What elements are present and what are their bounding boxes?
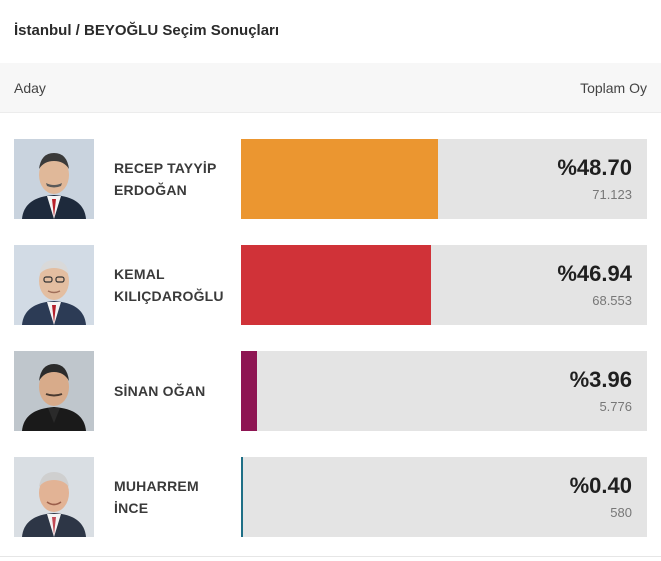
bottom-divider xyxy=(0,556,661,557)
vote-percent: %0.40 xyxy=(569,473,632,498)
vote-percent: %3.96 xyxy=(569,367,632,392)
candidate-name-line1: MUHARREM xyxy=(114,478,199,494)
candidate-avatar xyxy=(14,457,94,537)
vote-percent: %46.94 xyxy=(557,261,632,286)
header-candidate-label: Aday xyxy=(14,80,46,96)
vote-percent: %48.70 xyxy=(557,155,632,180)
table-header: Aday Toplam Oy xyxy=(0,63,661,113)
candidate-row-kilicdaroglu[interactable]: KEMAL KILIÇDAROĞLU %46.94 68.553 xyxy=(0,245,661,325)
candidate-avatar xyxy=(14,245,94,325)
header-total-votes-label: Toplam Oy xyxy=(580,80,647,96)
vote-count: 71.123 xyxy=(592,187,632,202)
vote-bar-track: %46.94 68.553 xyxy=(241,245,647,325)
vote-bar-track: %0.40 580 xyxy=(241,457,647,537)
candidate-name-line1: KEMAL xyxy=(114,266,165,282)
candidate-avatar xyxy=(14,351,94,431)
vote-bar-fill xyxy=(241,245,431,325)
vote-bar-track: %48.70 71.123 xyxy=(241,139,647,219)
candidate-name: RECEP TAYYİP ERDOĞAN xyxy=(114,139,234,219)
candidate-row-ince[interactable]: MUHARREM İNCE %0.40 580 xyxy=(0,457,661,537)
candidate-name: MUHARREM İNCE xyxy=(114,457,234,537)
vote-bar-track: %3.96 5.776 xyxy=(241,351,647,431)
candidate-name-line2: KILIÇDAROĞLU xyxy=(114,288,224,304)
candidate-name-line1: RECEP TAYYİP xyxy=(114,160,217,176)
vote-bar-fill xyxy=(241,139,438,219)
vote-bar-fill xyxy=(241,457,243,537)
candidate-avatar xyxy=(14,139,94,219)
vote-count: 5.776 xyxy=(599,399,632,414)
page-title: İstanbul / BEYOĞLU Seçim Sonuçları xyxy=(14,22,280,39)
candidate-name-line2: İNCE xyxy=(114,500,149,516)
candidate-row-erdogan[interactable]: RECEP TAYYİP ERDOĞAN %48.70 71.123 xyxy=(0,139,661,219)
candidate-row-ogan[interactable]: SİNAN OĞAN %3.96 5.776 xyxy=(0,351,661,431)
candidate-name: KEMAL KILIÇDAROĞLU xyxy=(114,245,234,325)
vote-bar-fill xyxy=(241,351,258,431)
candidate-name-line2: ERDOĞAN xyxy=(114,182,187,198)
candidate-name: SİNAN OĞAN xyxy=(114,351,234,431)
candidate-name-line1: SİNAN OĞAN xyxy=(114,383,206,399)
vote-count: 68.553 xyxy=(592,293,632,308)
vote-count: 580 xyxy=(610,505,632,520)
